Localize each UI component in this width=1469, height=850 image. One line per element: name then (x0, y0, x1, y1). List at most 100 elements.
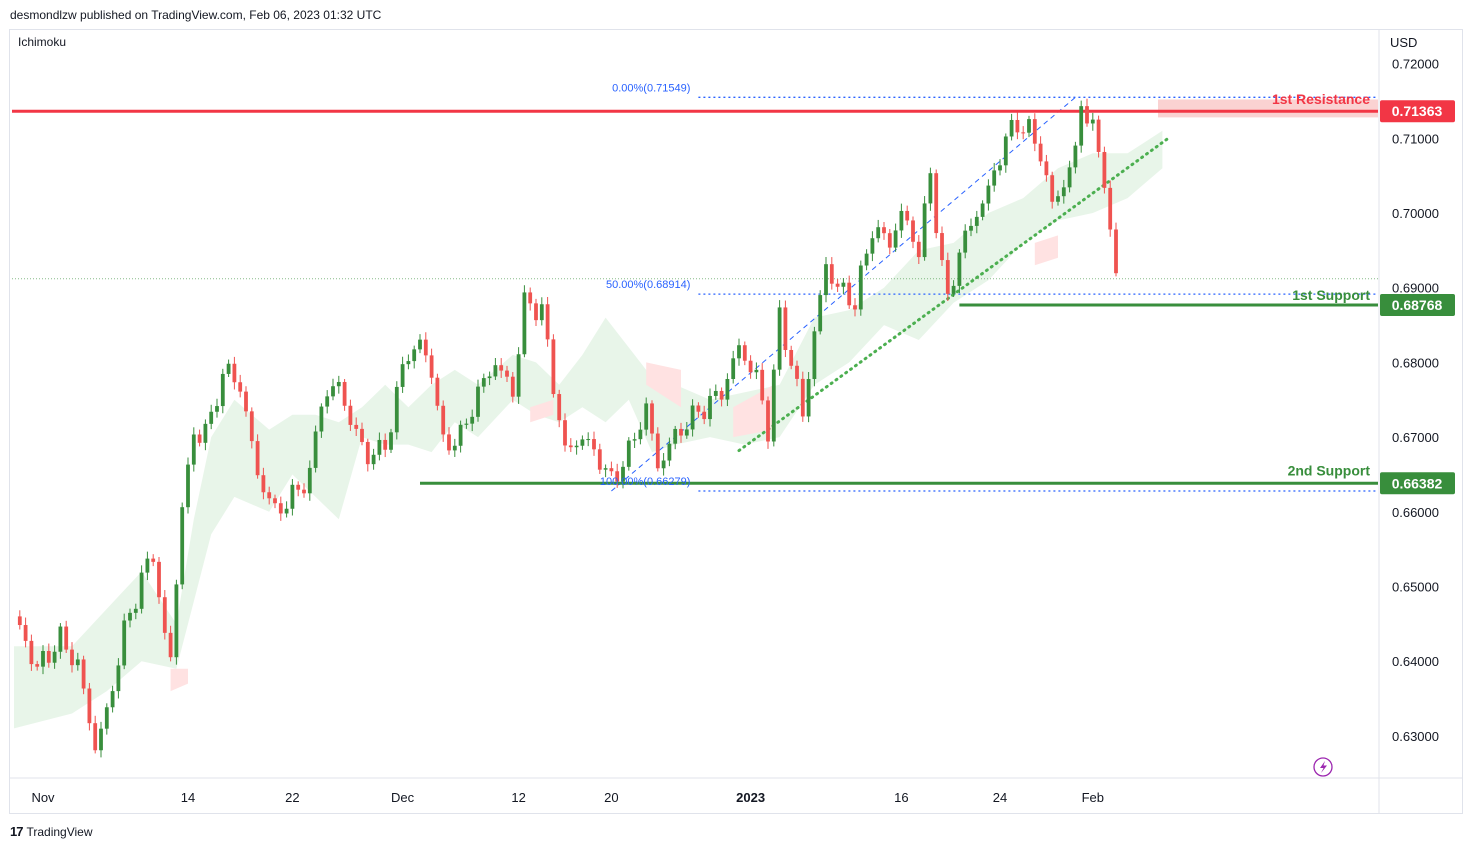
candle-body (261, 475, 266, 493)
candle-body (829, 264, 834, 284)
candle-body (151, 558, 156, 562)
candle-body (510, 376, 515, 397)
candle-body (661, 460, 666, 469)
candle-body (186, 464, 190, 508)
candle-body (1108, 187, 1113, 230)
candle-body (93, 723, 98, 751)
candle-body (365, 441, 370, 465)
candle-body (1032, 119, 1037, 144)
chart-frame (9, 29, 1463, 814)
y-tick-label: 0.69000 (1392, 281, 1439, 296)
candle-body (313, 431, 318, 468)
candle-body (719, 390, 724, 400)
candle-body (1067, 167, 1072, 188)
candle-body (806, 379, 811, 417)
candle-body (191, 434, 196, 465)
candle-body (853, 305, 857, 310)
resistance-1-label: 1st Resistance (1272, 91, 1370, 107)
candle-body (1027, 119, 1031, 133)
candle-body (945, 260, 950, 294)
candle-body (220, 373, 225, 407)
candle-body (702, 411, 707, 420)
candle-body (545, 304, 550, 340)
candle-body (580, 439, 585, 446)
candle-body (609, 468, 614, 472)
candle-body (255, 441, 260, 476)
cloud-red-area (646, 362, 681, 408)
currency-label: USD (1390, 35, 1417, 50)
candle-body (1050, 175, 1055, 202)
candle-body (621, 466, 625, 482)
candle-body (307, 467, 312, 494)
fib-trendline (611, 96, 1076, 492)
candle-body (1096, 119, 1101, 152)
candle-body (771, 369, 776, 442)
candle-body (795, 365, 799, 379)
candle-body (725, 378, 730, 400)
candle-body (389, 432, 393, 450)
candle-body (284, 508, 289, 514)
candle-body (139, 572, 144, 609)
candle-body (887, 233, 892, 248)
candle-body (916, 241, 921, 258)
tradingview-logo[interactable]: 17 TradingView (10, 824, 93, 839)
candle-body (818, 295, 823, 332)
support-1-badge-text: 0.68768 (1392, 297, 1443, 313)
candle-body (841, 282, 846, 287)
candle-body (1044, 161, 1049, 176)
candle-body (1003, 136, 1008, 166)
cloud-green-area (14, 130, 1163, 729)
candle-body (383, 439, 388, 450)
candle-body (783, 307, 788, 350)
candle-body (58, 626, 63, 652)
lightning-icon[interactable] (1313, 757, 1333, 777)
candle-body (470, 416, 475, 424)
candle-body (882, 227, 886, 234)
candle-body (394, 386, 399, 433)
candle-body (412, 349, 417, 362)
candle-body (905, 210, 910, 221)
candle-body (41, 650, 45, 667)
candle-body (748, 360, 753, 373)
candle-body (568, 445, 573, 448)
x-tick-label: Nov (31, 790, 55, 805)
y-tick-label: 0.68000 (1392, 355, 1439, 370)
candle-body (708, 395, 712, 420)
resistance-1-badge-text: 0.71363 (1392, 103, 1443, 119)
candle-body (684, 429, 689, 436)
candle-body (406, 361, 411, 365)
candle-body (539, 304, 544, 321)
candle-body (957, 252, 962, 286)
candle-body (180, 507, 185, 585)
candle-body (157, 561, 161, 598)
candle-body (1090, 119, 1095, 124)
fib-50-line-label: 50.00%(0.68914) (606, 279, 690, 291)
publisher-line: desmondlzw published on TradingView.com,… (10, 8, 382, 22)
candles (17, 98, 1118, 758)
candle-body (1009, 119, 1014, 137)
candle-body (835, 283, 840, 287)
candle-body (493, 365, 498, 377)
candle-body (824, 264, 828, 296)
fib-100-line-label: 100.00%(0.66279) (600, 476, 691, 488)
candle-body (52, 651, 57, 663)
candle-body (249, 411, 254, 442)
candle-body (858, 265, 863, 310)
candle-body (1021, 132, 1026, 134)
candle-body (87, 688, 92, 724)
candle-body (348, 405, 353, 425)
candle-body (911, 220, 915, 242)
y-tick-label: 0.64000 (1392, 654, 1439, 669)
candle-body (325, 396, 330, 407)
candle-body (209, 411, 214, 424)
candle-body (893, 230, 898, 248)
candle-body (360, 428, 364, 442)
support-1-badge (1380, 294, 1455, 317)
candle-body (928, 173, 933, 204)
candle-body (267, 492, 272, 499)
y-tick-label: 0.63000 (1392, 729, 1439, 744)
candle-body (226, 363, 231, 374)
candle-body (342, 381, 347, 406)
candle-body (1056, 196, 1060, 202)
